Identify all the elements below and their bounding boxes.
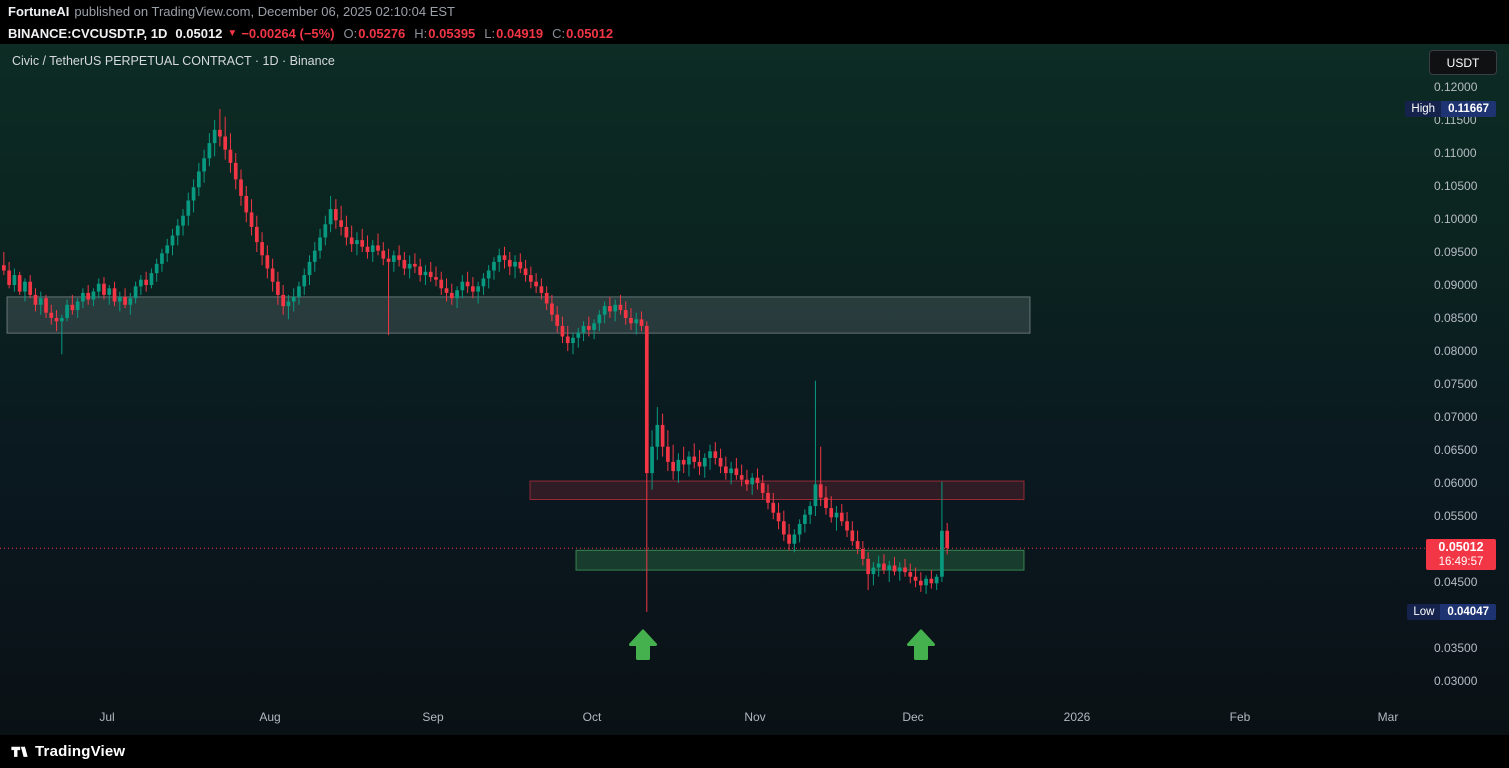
low-value: 0.04919 xyxy=(496,25,544,41)
time-axis-label: Mar xyxy=(1377,710,1399,724)
price-axis-label: 0.08000 xyxy=(1434,344,1478,358)
time-axis-label: Aug xyxy=(259,710,281,724)
chart-title: Civic / TetherUS PERPETUAL CONTRACT · 1D… xyxy=(12,54,335,68)
time-axis-label: Dec xyxy=(902,710,924,724)
time-axis-label: Sep xyxy=(422,710,444,724)
close-value: 0.05012 xyxy=(566,25,614,41)
low-price-badge: Low 0.04047 xyxy=(1407,603,1496,620)
price-axis-label: 0.05500 xyxy=(1434,509,1478,523)
chart-background xyxy=(0,44,1509,735)
price-axis-label: 0.12000 xyxy=(1434,80,1478,94)
publish-bar: FortuneAI published on TradingView.com, … xyxy=(0,0,1509,22)
currency-usdt-button[interactable]: USDT xyxy=(1429,50,1497,75)
author-name: FortuneAI xyxy=(8,3,70,19)
symbol-ohlc-bar: BINANCE:CVCUSDT.P, 1D 0.05012 ▼ −0.00264… xyxy=(0,22,1509,44)
time-axis-label: Feb xyxy=(1229,710,1251,724)
open-label: O: xyxy=(343,25,358,41)
bar-countdown: 16:49:57 xyxy=(1438,556,1484,569)
footer-bar: TradingView xyxy=(0,735,1509,768)
low-badge-label: Low xyxy=(1407,603,1441,620)
symbol-interval: BINANCE:CVCUSDT.P, 1D xyxy=(8,25,168,41)
price-axis-label: 0.03500 xyxy=(1434,641,1478,655)
price-axis-label: 0.11000 xyxy=(1434,146,1477,160)
last-price-value: 0.05012 xyxy=(1438,540,1484,555)
high-value: 0.05395 xyxy=(428,25,476,41)
price-axis-label: 0.10500 xyxy=(1434,179,1478,193)
high-label: H: xyxy=(414,25,428,41)
price-axis-label: 0.10000 xyxy=(1434,212,1478,226)
time-axis-label: Jul xyxy=(99,710,115,724)
high-badge-value: 0.11667 xyxy=(1441,100,1496,117)
high-badge-label: High xyxy=(1405,100,1442,117)
price-down-icon: ▼ xyxy=(227,27,238,39)
low-label: L: xyxy=(484,25,496,41)
time-axis-label: Nov xyxy=(744,710,766,724)
open-value: 0.05276 xyxy=(358,25,406,41)
price-axis-label: 0.07500 xyxy=(1434,377,1478,391)
price-axis-label: 0.06500 xyxy=(1434,443,1478,457)
price-axis-label: 0.09000 xyxy=(1434,278,1478,292)
close-label: C: xyxy=(552,25,566,41)
last-price-text: 0.05012 xyxy=(175,25,223,41)
last-price-badge: 0.05012 16:49:57 xyxy=(1426,539,1496,571)
low-badge-value: 0.04047 xyxy=(1440,603,1496,620)
high-price-badge: High 0.11667 xyxy=(1405,100,1496,117)
time-axis-label: Oct xyxy=(582,710,602,724)
price-axis-label: 0.03000 xyxy=(1434,674,1478,688)
price-axis-label: 0.04500 xyxy=(1434,575,1478,589)
price-axis-label: 0.07000 xyxy=(1434,410,1478,424)
price-change: −0.00264 (−5%) xyxy=(241,25,335,41)
price-axis-label: 0.09500 xyxy=(1434,245,1478,259)
time-axis-label: 2026 xyxy=(1063,710,1091,724)
price-axis-label: 0.08500 xyxy=(1434,311,1478,325)
publish-info: published on TradingView.com, December 0… xyxy=(74,3,456,19)
price-axis-label: 0.06000 xyxy=(1434,476,1478,490)
tradingview-logo-icon[interactable] xyxy=(10,742,29,761)
tradingview-brand[interactable]: TradingView xyxy=(35,743,126,760)
